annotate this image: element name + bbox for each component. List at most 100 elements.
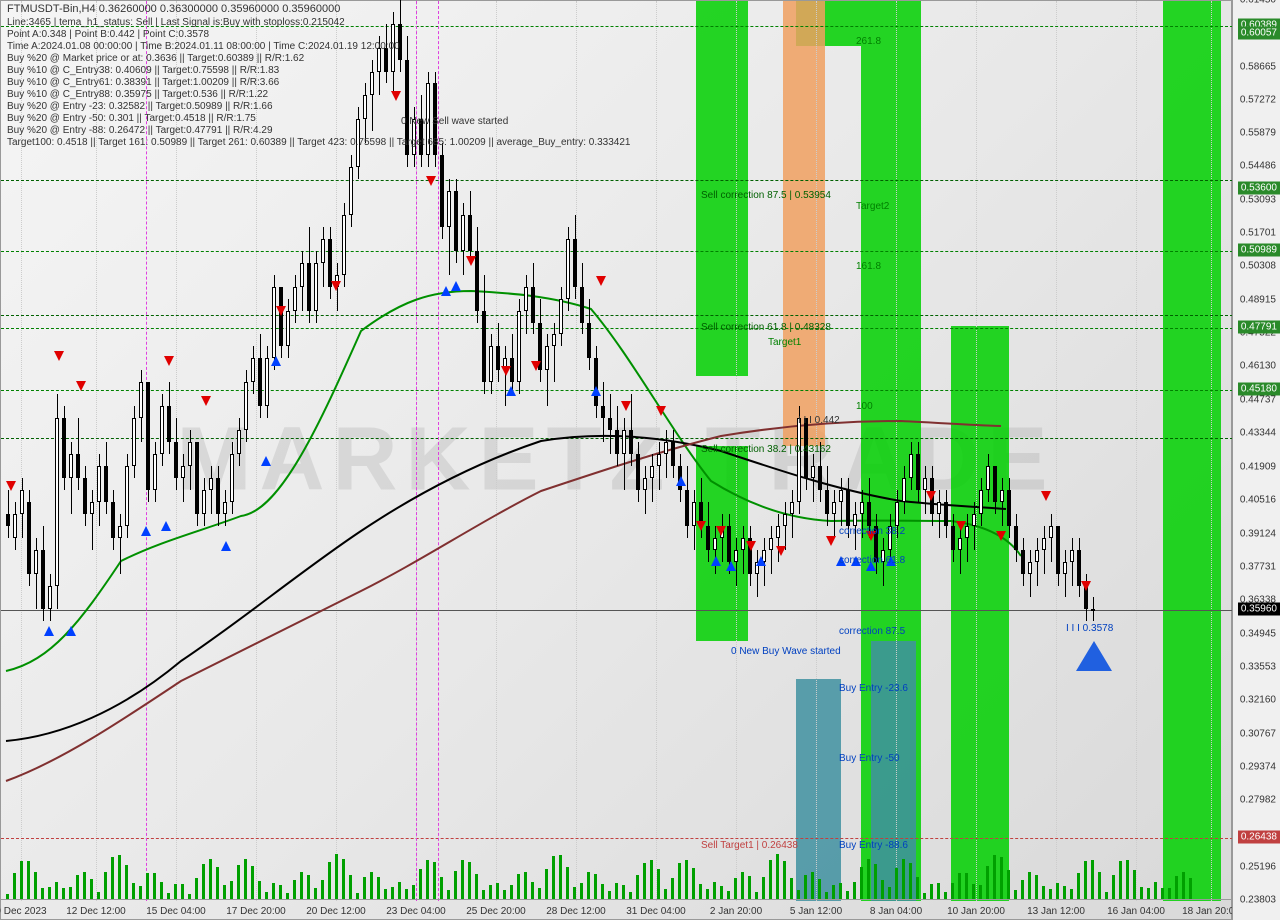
info-line: Point A:0.348 | Point B:0.442 | Point C:… xyxy=(7,29,209,40)
volume-bar xyxy=(335,854,338,899)
volume-bar xyxy=(636,875,639,899)
y-tick-highlight: 0.47791 xyxy=(1238,320,1280,333)
y-tick: 0.39124 xyxy=(1240,528,1276,539)
volume-bar xyxy=(657,869,660,899)
y-tick: 0.30767 xyxy=(1240,728,1276,739)
volume-bar xyxy=(762,877,765,900)
volume-bar xyxy=(216,867,219,899)
volume-bar xyxy=(664,889,667,899)
volume-bar xyxy=(265,892,268,899)
volume-bar xyxy=(1021,880,1024,899)
annotation: 0 New Sell wave started xyxy=(401,116,508,127)
volume-bar xyxy=(601,884,604,899)
volume-bar xyxy=(587,872,590,899)
arrow-down-icon xyxy=(1041,491,1051,501)
volume-bar xyxy=(461,860,464,899)
x-tick: 25 Dec 20:00 xyxy=(466,906,526,917)
info-line: Buy %20 @ Entry -23: 0.32582 || Target:0… xyxy=(7,101,273,112)
volume-bar xyxy=(1070,889,1073,899)
annotation: I I I 0.442 xyxy=(798,415,840,426)
volume-bar xyxy=(90,879,93,899)
volume-bar xyxy=(300,872,303,899)
volume-bar xyxy=(433,862,436,899)
y-tick: 0.55879 xyxy=(1240,128,1276,139)
arrow-down-icon xyxy=(501,366,511,376)
annotation: Buy Entry -23.6 xyxy=(839,683,908,694)
volume-bar xyxy=(377,877,380,899)
volume-bar xyxy=(685,860,688,899)
volume-bar xyxy=(251,866,254,899)
volume-bar xyxy=(475,874,478,899)
volume-bar xyxy=(895,868,898,899)
arrow-up-icon xyxy=(451,281,461,291)
volume-bar xyxy=(930,884,933,899)
volume-bar xyxy=(195,878,198,899)
volume-bar xyxy=(538,888,541,899)
y-tick: 0.40516 xyxy=(1240,495,1276,506)
volume-bar xyxy=(1042,886,1045,899)
annotation: Sell Target1 | 0.26438 xyxy=(701,840,798,851)
chart-area[interactable]: MARKETZ TRADE FTMUSDT-Bin,H4 0.36260000 … xyxy=(0,0,1232,920)
info-line: Buy %10 @ C_Entry61: 0.38391 || Target:1… xyxy=(7,77,279,88)
volume-bar xyxy=(713,882,716,899)
y-tick: 0.48915 xyxy=(1240,294,1276,305)
y-tick: 0.50308 xyxy=(1240,261,1276,272)
volume-bar xyxy=(405,889,408,899)
volume-bar xyxy=(1147,888,1150,899)
arrow-up-icon xyxy=(756,556,766,566)
volume-bar xyxy=(1014,890,1017,899)
volume-bar xyxy=(559,855,562,899)
arrow-down-icon xyxy=(54,351,64,361)
info-line: Time A:2024.01.08 00:00:00 | Time B:2024… xyxy=(7,41,400,52)
volume-bar xyxy=(552,856,555,899)
arrow-up-icon xyxy=(161,521,171,531)
volume-bar xyxy=(727,891,730,900)
volume-bar xyxy=(860,867,863,899)
volume-bar xyxy=(342,859,345,899)
volume-bar xyxy=(118,855,121,899)
annotation: 161.8 xyxy=(856,261,881,272)
x-axis: 9 Dec 202312 Dec 12:0015 Dec 04:0017 Dec… xyxy=(1,899,1233,919)
arrow-down-icon xyxy=(696,521,706,531)
triangle-marker xyxy=(1076,641,1112,671)
y-tick: 0.53093 xyxy=(1240,194,1276,205)
x-tick: 9 Dec 2023 xyxy=(0,906,47,917)
annotation: Target2 xyxy=(856,201,889,212)
annotation: Buy Entry -50 xyxy=(839,753,900,764)
arrow-up-icon xyxy=(676,476,686,486)
arrow-down-icon xyxy=(276,306,286,316)
volume-bar xyxy=(951,883,954,899)
volume-bar xyxy=(20,861,23,899)
volume-bar xyxy=(125,865,128,899)
y-tick-highlight: 0.45180 xyxy=(1238,382,1280,395)
volume-bar xyxy=(699,884,702,899)
volume-bar xyxy=(174,884,177,899)
x-tick: 10 Jan 20:00 xyxy=(947,906,1005,917)
volume-bar xyxy=(1175,876,1178,899)
y-tick: 0.43344 xyxy=(1240,427,1276,438)
volume-bar xyxy=(671,878,674,899)
volume-bar xyxy=(804,875,807,899)
volume-bar xyxy=(1091,860,1094,899)
volume-bar xyxy=(384,889,387,899)
volume-bar xyxy=(566,867,569,899)
arrow-down-icon xyxy=(466,256,476,266)
volume-bar xyxy=(209,859,212,899)
volume-bar xyxy=(412,885,415,899)
y-tick-highlight: 0.53600 xyxy=(1238,181,1280,194)
arrow-down-icon xyxy=(621,401,631,411)
volume-bar xyxy=(146,873,149,899)
volume-bar xyxy=(1154,882,1157,899)
volume-bar xyxy=(237,865,240,899)
volume-bar xyxy=(846,891,849,899)
arrow-up-icon xyxy=(66,626,76,636)
volume-bar xyxy=(447,890,450,899)
x-tick: 5 Jan 12:00 xyxy=(790,906,842,917)
annotation: Target1 xyxy=(768,337,801,348)
volume-bar xyxy=(692,868,695,899)
volume-bar xyxy=(468,862,471,899)
info-line: Buy %20 @ Market price or at: 0.3636 || … xyxy=(7,53,304,64)
volume-bar xyxy=(867,859,870,899)
volume-bar xyxy=(608,891,611,899)
arrow-down-icon xyxy=(76,381,86,391)
